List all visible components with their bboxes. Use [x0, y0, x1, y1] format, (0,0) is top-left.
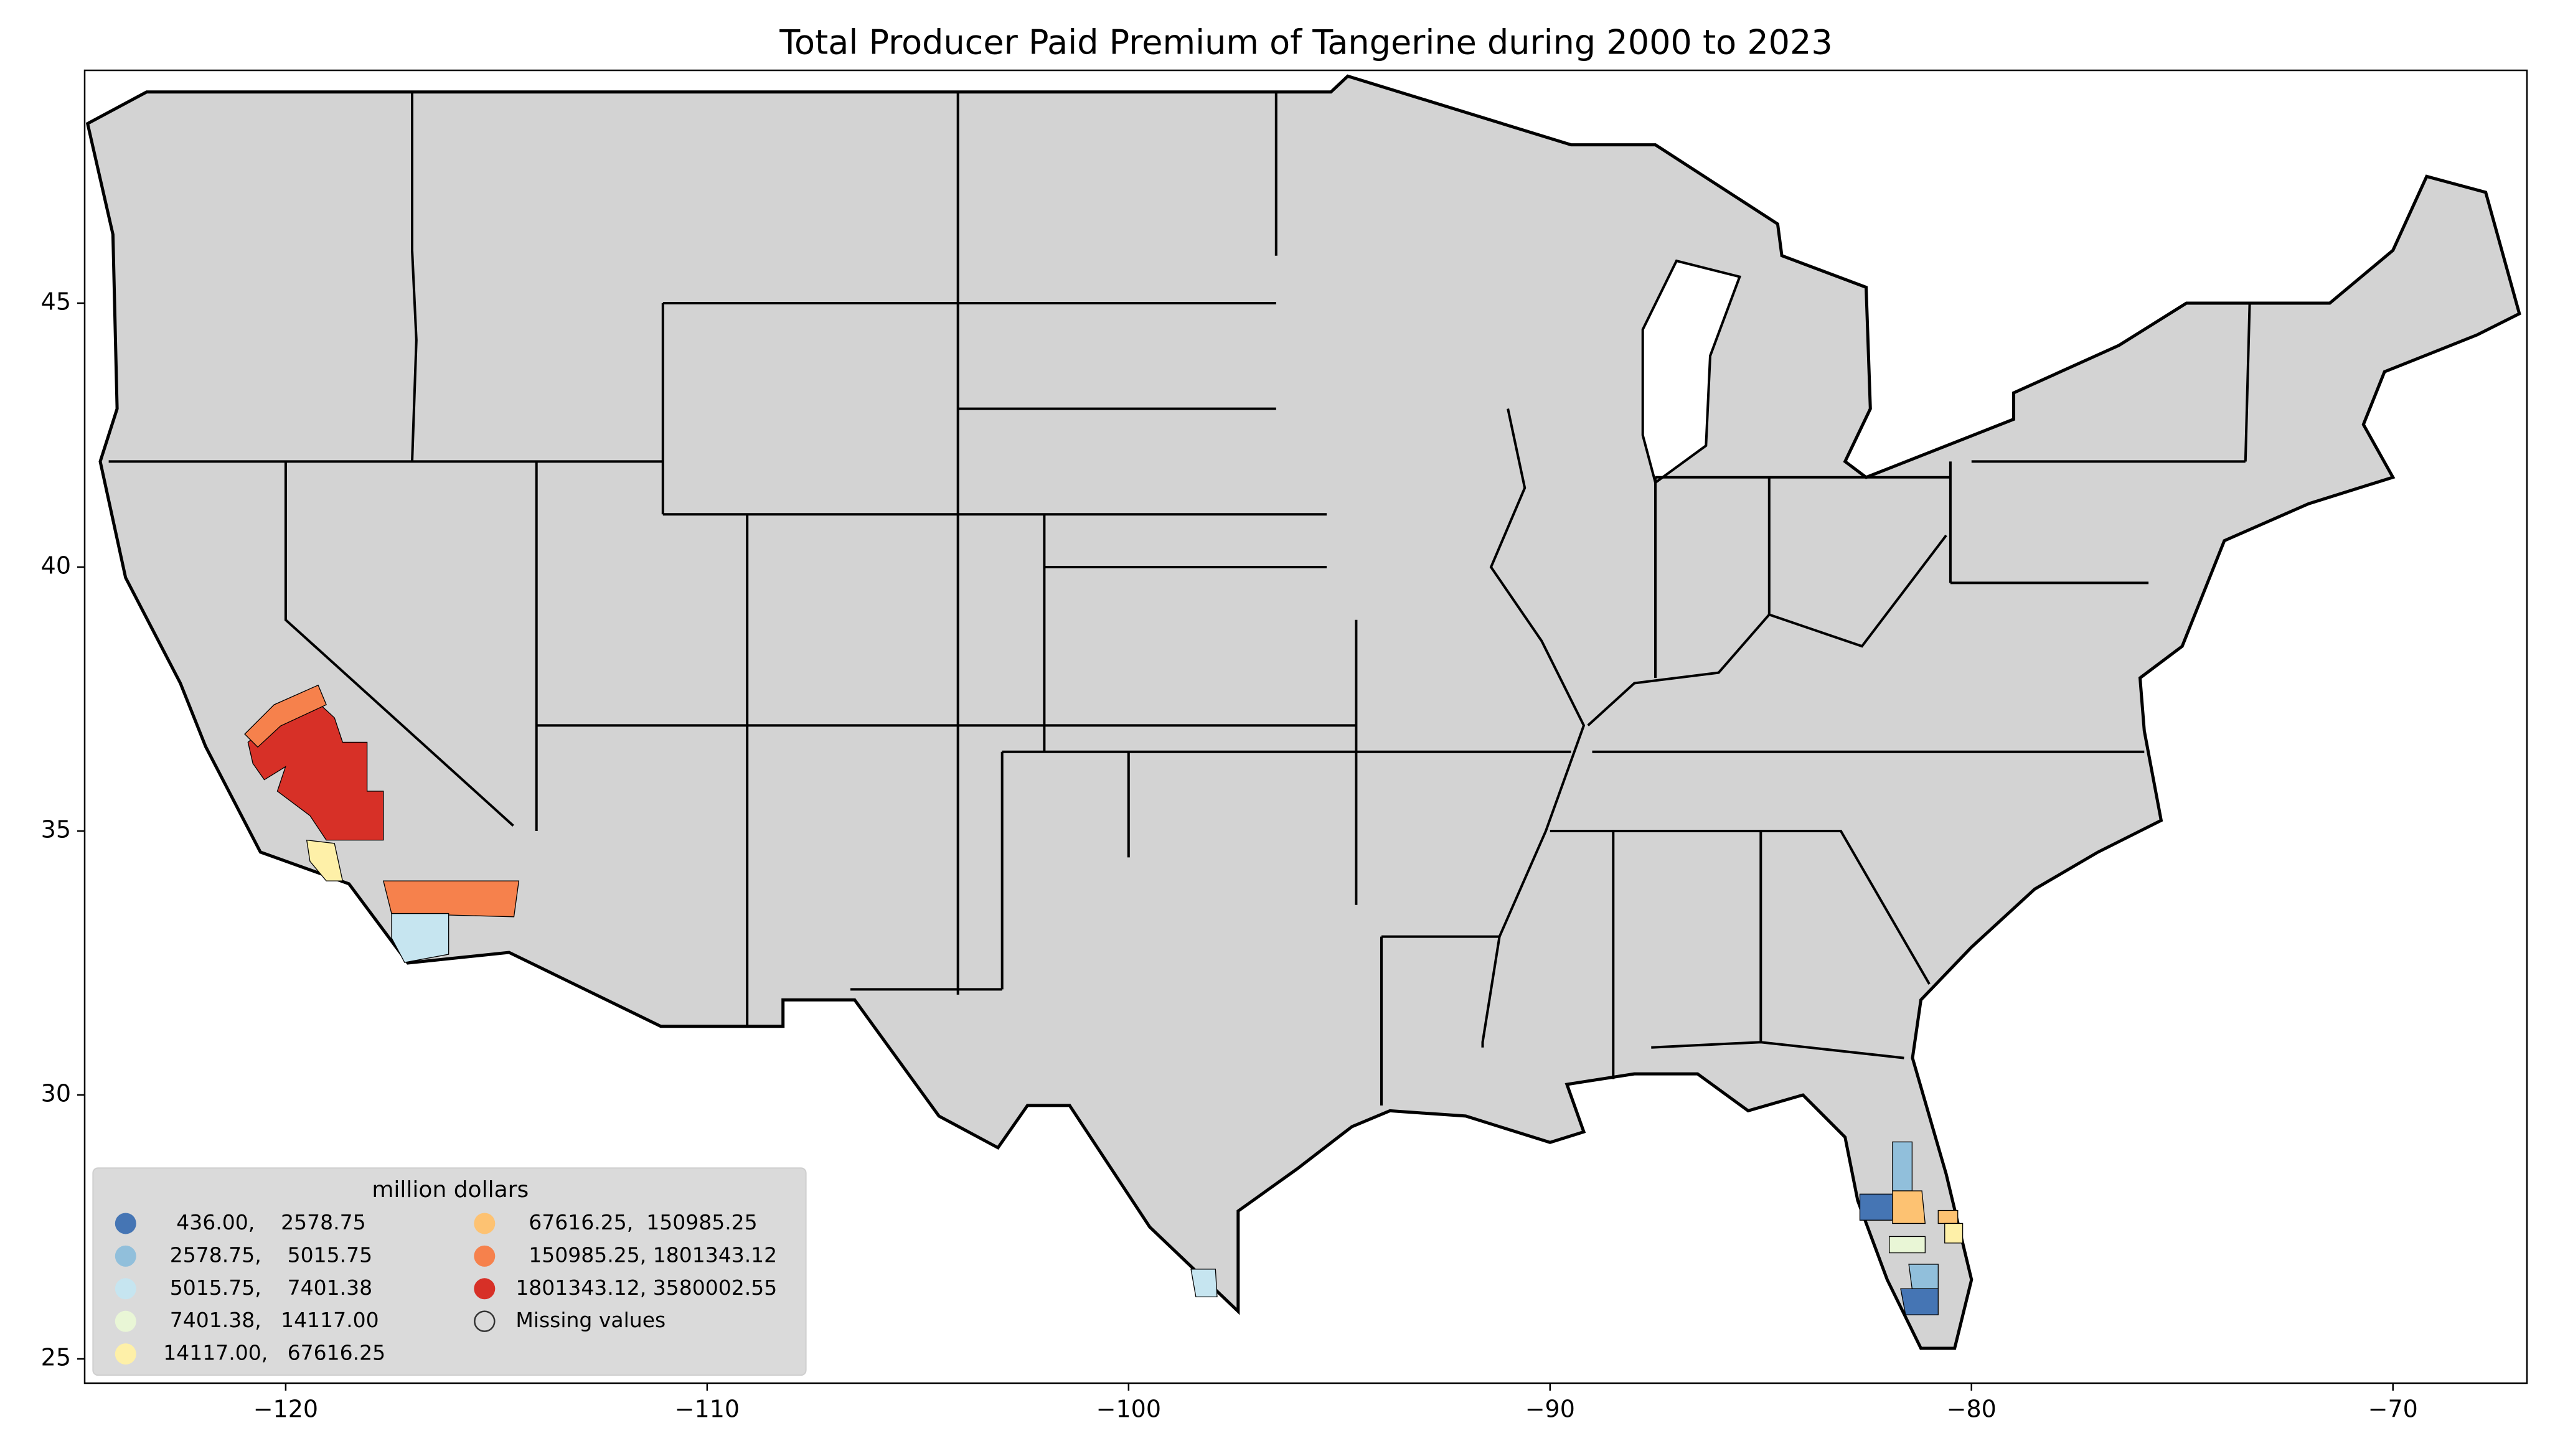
- x-tick-label: −80: [1947, 1396, 1997, 1423]
- legend-marker: [115, 1310, 136, 1332]
- county-region: [1859, 1193, 1893, 1221]
- legend-box: [92, 1167, 807, 1376]
- x-tick-label: −70: [2368, 1396, 2418, 1423]
- plot-frame: [83, 69, 2528, 1384]
- y-tick-label: 45: [41, 288, 71, 315]
- legend-marker: [474, 1278, 496, 1300]
- county-region: [383, 880, 520, 918]
- land-outline: [85, 74, 2521, 1350]
- county-region: [247, 697, 384, 841]
- county-region: [1908, 1264, 1939, 1289]
- legend-marker: [474, 1310, 496, 1332]
- legend-label: 2578.75, 5015.75: [157, 1242, 372, 1267]
- map-title: Total Producer Paid Premium of Tangerine…: [779, 23, 1833, 62]
- x-tick-label: −120: [253, 1396, 318, 1423]
- state-border: [1761, 830, 1931, 985]
- county-region: [1900, 1288, 1939, 1315]
- legend-marker: [115, 1213, 136, 1234]
- legend: million dollars 436.00, 2578.75 2578.75,…: [92, 1167, 807, 1376]
- legend-marker: [474, 1213, 496, 1234]
- county-highlights: [244, 684, 1964, 1315]
- county-region: [391, 913, 449, 963]
- county-region: [1892, 1190, 1926, 1224]
- legend-label: 1801343.12, 3580002.55: [515, 1275, 777, 1300]
- county-region: [1190, 1269, 1218, 1298]
- legend-label: 5015.75, 7401.38: [157, 1275, 372, 1300]
- county-region: [306, 839, 344, 881]
- y-tick-label: 35: [41, 815, 71, 843]
- county-region: [1892, 1141, 1912, 1191]
- county-region: [1937, 1209, 1959, 1224]
- legend-label: 150985.25, 1801343.12: [515, 1242, 777, 1267]
- land-layer: [85, 74, 2521, 1350]
- y-tick-label: 40: [41, 552, 71, 579]
- legend-marker: [474, 1245, 496, 1267]
- state-border: [1651, 1041, 1904, 1059]
- legend-label: 7401.38, 14117.00: [157, 1308, 379, 1332]
- state-border: [2244, 303, 2251, 462]
- x-tick-label: −100: [1096, 1396, 1161, 1423]
- legend-label: Missing values: [515, 1308, 666, 1332]
- legend-marker: [115, 1278, 136, 1300]
- axes: −120 −110 −100 −90 −80 −70 25 30 35 40 45: [41, 69, 2528, 1423]
- x-tick-label: −90: [1525, 1396, 1575, 1423]
- legend-label: 67616.25, 150985.25: [515, 1210, 757, 1234]
- x-tick-label: −110: [675, 1396, 740, 1423]
- state-border: [1481, 408, 1586, 1048]
- county-region: [1944, 1223, 1964, 1244]
- legend-label: 14117.00, 67616.25: [157, 1341, 385, 1365]
- legend-marker: [115, 1245, 136, 1267]
- state-border: [1587, 534, 1947, 726]
- legend-title: million dollars: [372, 1177, 529, 1203]
- state-borders: [108, 92, 2251, 1106]
- state-border: [411, 92, 418, 462]
- state-border: [284, 461, 514, 827]
- legend-label: 436.00, 2578.75: [157, 1210, 366, 1234]
- lake: [1641, 259, 1742, 485]
- y-tick-label: 30: [41, 1079, 71, 1107]
- y-tick-label: 25: [41, 1343, 71, 1371]
- county-region: [244, 684, 327, 748]
- legend-marker: [115, 1343, 136, 1365]
- county-region: [1888, 1236, 1926, 1254]
